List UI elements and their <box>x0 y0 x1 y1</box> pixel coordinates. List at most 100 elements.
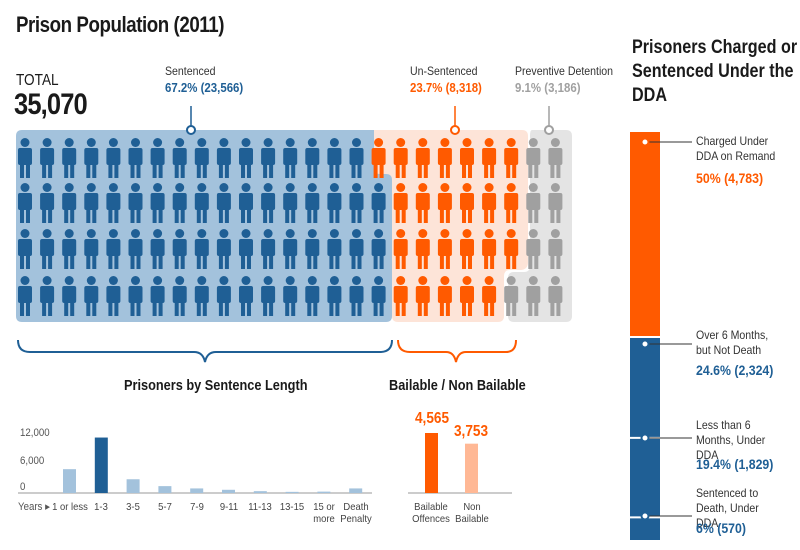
person-icon <box>526 276 541 316</box>
person-icon <box>194 276 209 316</box>
dda-segment <box>630 517 660 540</box>
person-icon <box>261 229 276 269</box>
person-icon <box>261 276 276 316</box>
sentence-length-category: 7-9 <box>189 501 204 513</box>
person-icon <box>239 276 253 316</box>
sentence-length-category: 5-7 <box>158 501 172 513</box>
person-icon <box>504 138 519 178</box>
person-icon <box>18 229 32 269</box>
sentence-length-bar <box>63 469 76 493</box>
person-icon <box>216 276 231 316</box>
person-icon <box>261 138 276 178</box>
person-icon <box>482 138 497 178</box>
person-icon <box>194 138 209 178</box>
person-icon <box>548 138 563 178</box>
sentence-length-bar <box>285 491 299 493</box>
person-icon <box>548 276 563 316</box>
person-icon <box>172 183 187 223</box>
person-icon <box>106 183 121 223</box>
person-icon <box>305 183 320 223</box>
person-icon <box>40 276 55 316</box>
preventive-region <box>508 130 572 322</box>
person-icon <box>84 276 99 316</box>
preventive-marker <box>544 125 554 135</box>
person-icon <box>526 138 541 178</box>
person-icon <box>371 183 386 223</box>
person-icon <box>482 276 497 316</box>
person-icon <box>106 229 121 269</box>
preventive-value: 9.1% (3,186) <box>515 80 581 95</box>
person-icon <box>84 138 99 178</box>
bailable-value: 4,565 <box>414 410 450 427</box>
dda-marker <box>640 511 650 521</box>
dda-segment <box>630 437 660 518</box>
dda-seg4-value: 6% (570) <box>696 520 746 536</box>
bailable-bar <box>465 443 478 493</box>
dda-seg1-value: 50% (4,783) <box>696 170 764 186</box>
person-icon <box>460 276 474 316</box>
person-icon <box>460 183 474 223</box>
unsentenced-region <box>374 130 528 322</box>
person-icon <box>239 138 253 178</box>
sentence-length-category: 1-3 <box>94 501 109 513</box>
person-icon <box>40 138 55 178</box>
total-label: TOTAL <box>16 72 59 89</box>
person-icon <box>150 276 165 316</box>
person-icon <box>283 276 298 316</box>
person-icon <box>172 229 187 269</box>
person-icon <box>327 138 342 178</box>
sentenced-brace <box>17 339 393 363</box>
person-icon <box>548 183 563 223</box>
dda-chart <box>630 132 692 540</box>
person-icon <box>62 229 77 269</box>
person-icon <box>393 138 408 178</box>
dda-title: Prisoners Charged or Sentenced Under the… <box>632 37 798 106</box>
person-icon <box>393 229 408 269</box>
person-icon <box>305 276 320 316</box>
sentence-length-category: 15 or more <box>313 501 335 525</box>
total-value: 35,070 <box>14 88 88 121</box>
y-tick-0: 0 <box>20 481 26 493</box>
person-icon <box>349 229 364 269</box>
sentence-length-category: 1 or less <box>51 501 88 513</box>
person-icon <box>371 229 386 269</box>
preventive-label: Preventive Detention <box>515 64 614 78</box>
dda-marker <box>640 339 650 349</box>
dda-marker <box>640 433 650 443</box>
person-icon <box>261 183 276 223</box>
sentence-length-bar <box>222 489 235 493</box>
sentence-length-category: 13-15 <box>280 501 305 513</box>
person-icon <box>349 276 364 316</box>
person-icon <box>393 276 408 316</box>
person-icon <box>216 138 231 178</box>
sentenced-label: Sentenced <box>165 64 216 78</box>
unsentenced-label: Un-Sentenced <box>410 64 478 78</box>
bailable-category: Bailable Offences <box>412 501 450 525</box>
person-icon <box>62 183 77 223</box>
sentence-length-bar <box>253 491 267 493</box>
page-title: Prison Population (2011) <box>16 12 225 37</box>
person-icon <box>460 229 474 269</box>
sentenced-value: 67.2% (23,566) <box>165 80 244 95</box>
unsentenced-marker <box>450 125 460 135</box>
sentence-length-bar <box>158 486 172 493</box>
person-icon <box>437 138 452 178</box>
dda-segment <box>630 337 660 438</box>
bailable-bar <box>425 433 438 493</box>
sentenced-marker <box>186 125 196 135</box>
unsentenced-value: 23.7% (8,318) <box>410 80 482 95</box>
person-icon <box>437 229 452 269</box>
person-icon <box>84 183 99 223</box>
person-icon <box>349 138 364 178</box>
person-icon <box>128 276 143 316</box>
person-icon <box>216 229 231 269</box>
person-icon <box>283 138 298 178</box>
dda-seg4-label: Sentenced to Death, Under DDA <box>696 486 759 530</box>
sentence-length-bar <box>190 488 204 493</box>
person-icon <box>194 183 209 223</box>
person-icon <box>18 183 32 223</box>
person-icon <box>150 229 165 269</box>
person-icon <box>327 183 342 223</box>
person-icon <box>62 276 77 316</box>
sentence-length-category: 11-13 <box>248 501 273 513</box>
